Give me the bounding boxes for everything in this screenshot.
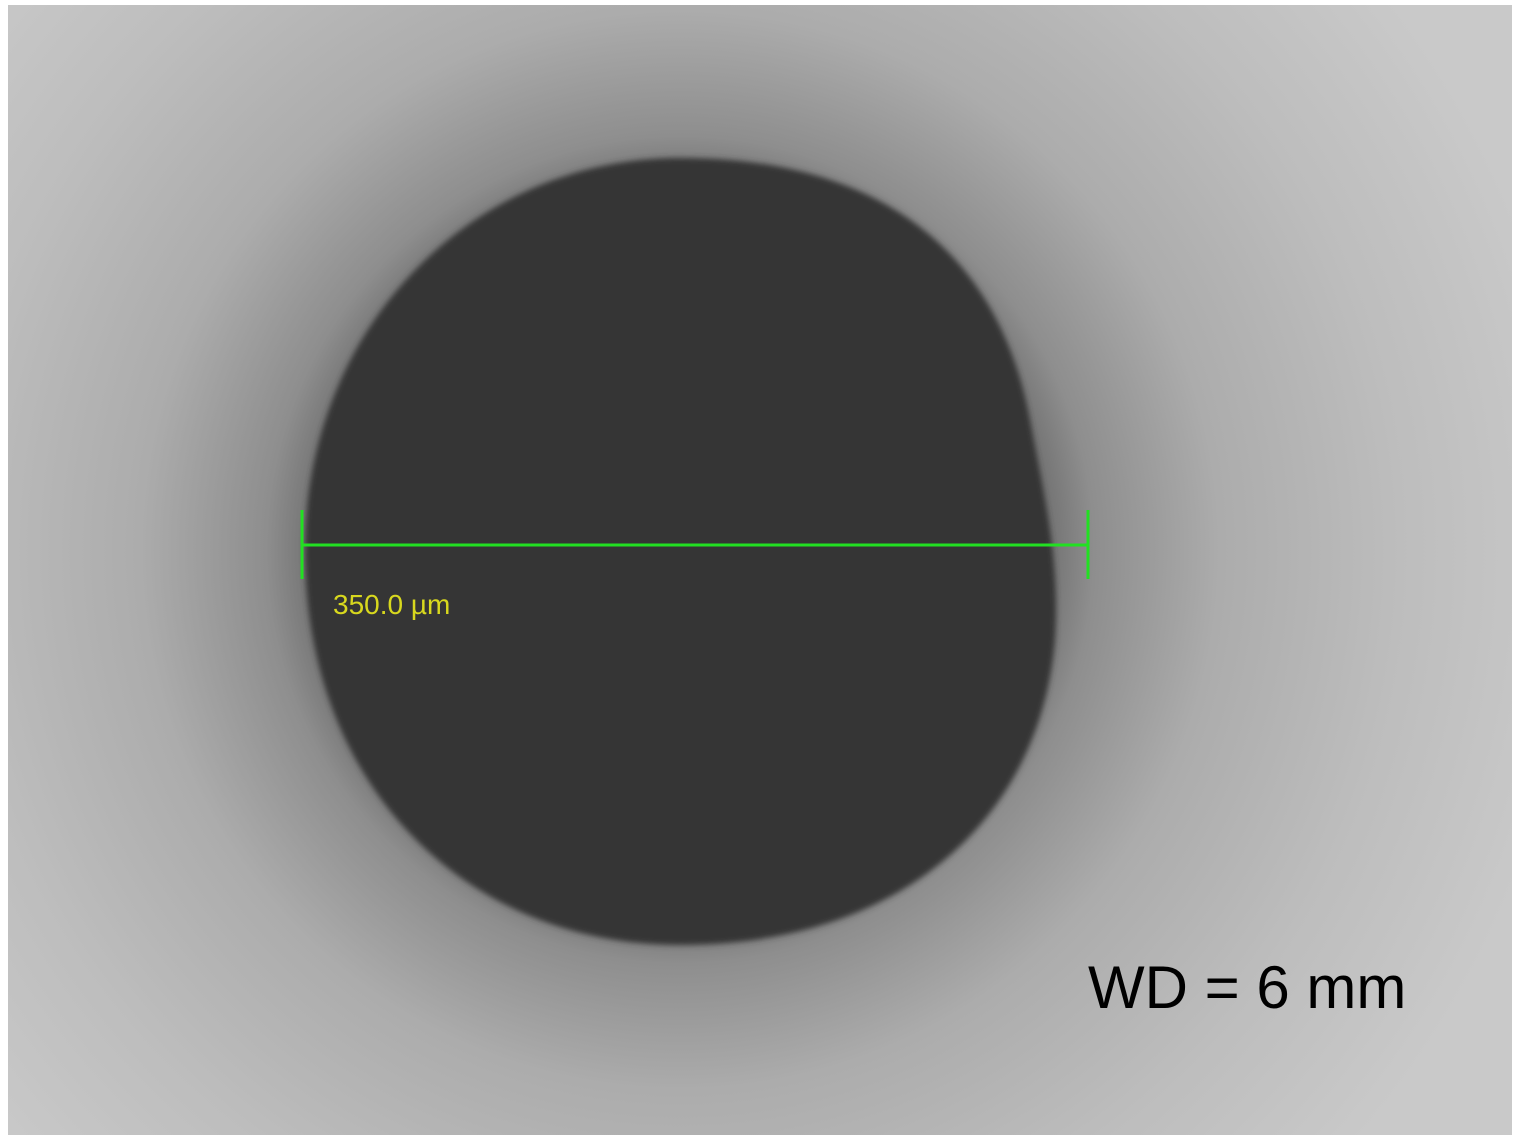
measurement-label: 350.0 µm bbox=[333, 589, 450, 620]
working-distance: WD = 6 mm bbox=[1088, 954, 1406, 1021]
hole bbox=[305, 158, 1056, 945]
micrograph: 350.0 µm WD = 6 mm bbox=[0, 0, 1515, 1138]
page: 350.0 µm WD = 6 mm (() => { const data =… bbox=[0, 0, 1515, 1138]
